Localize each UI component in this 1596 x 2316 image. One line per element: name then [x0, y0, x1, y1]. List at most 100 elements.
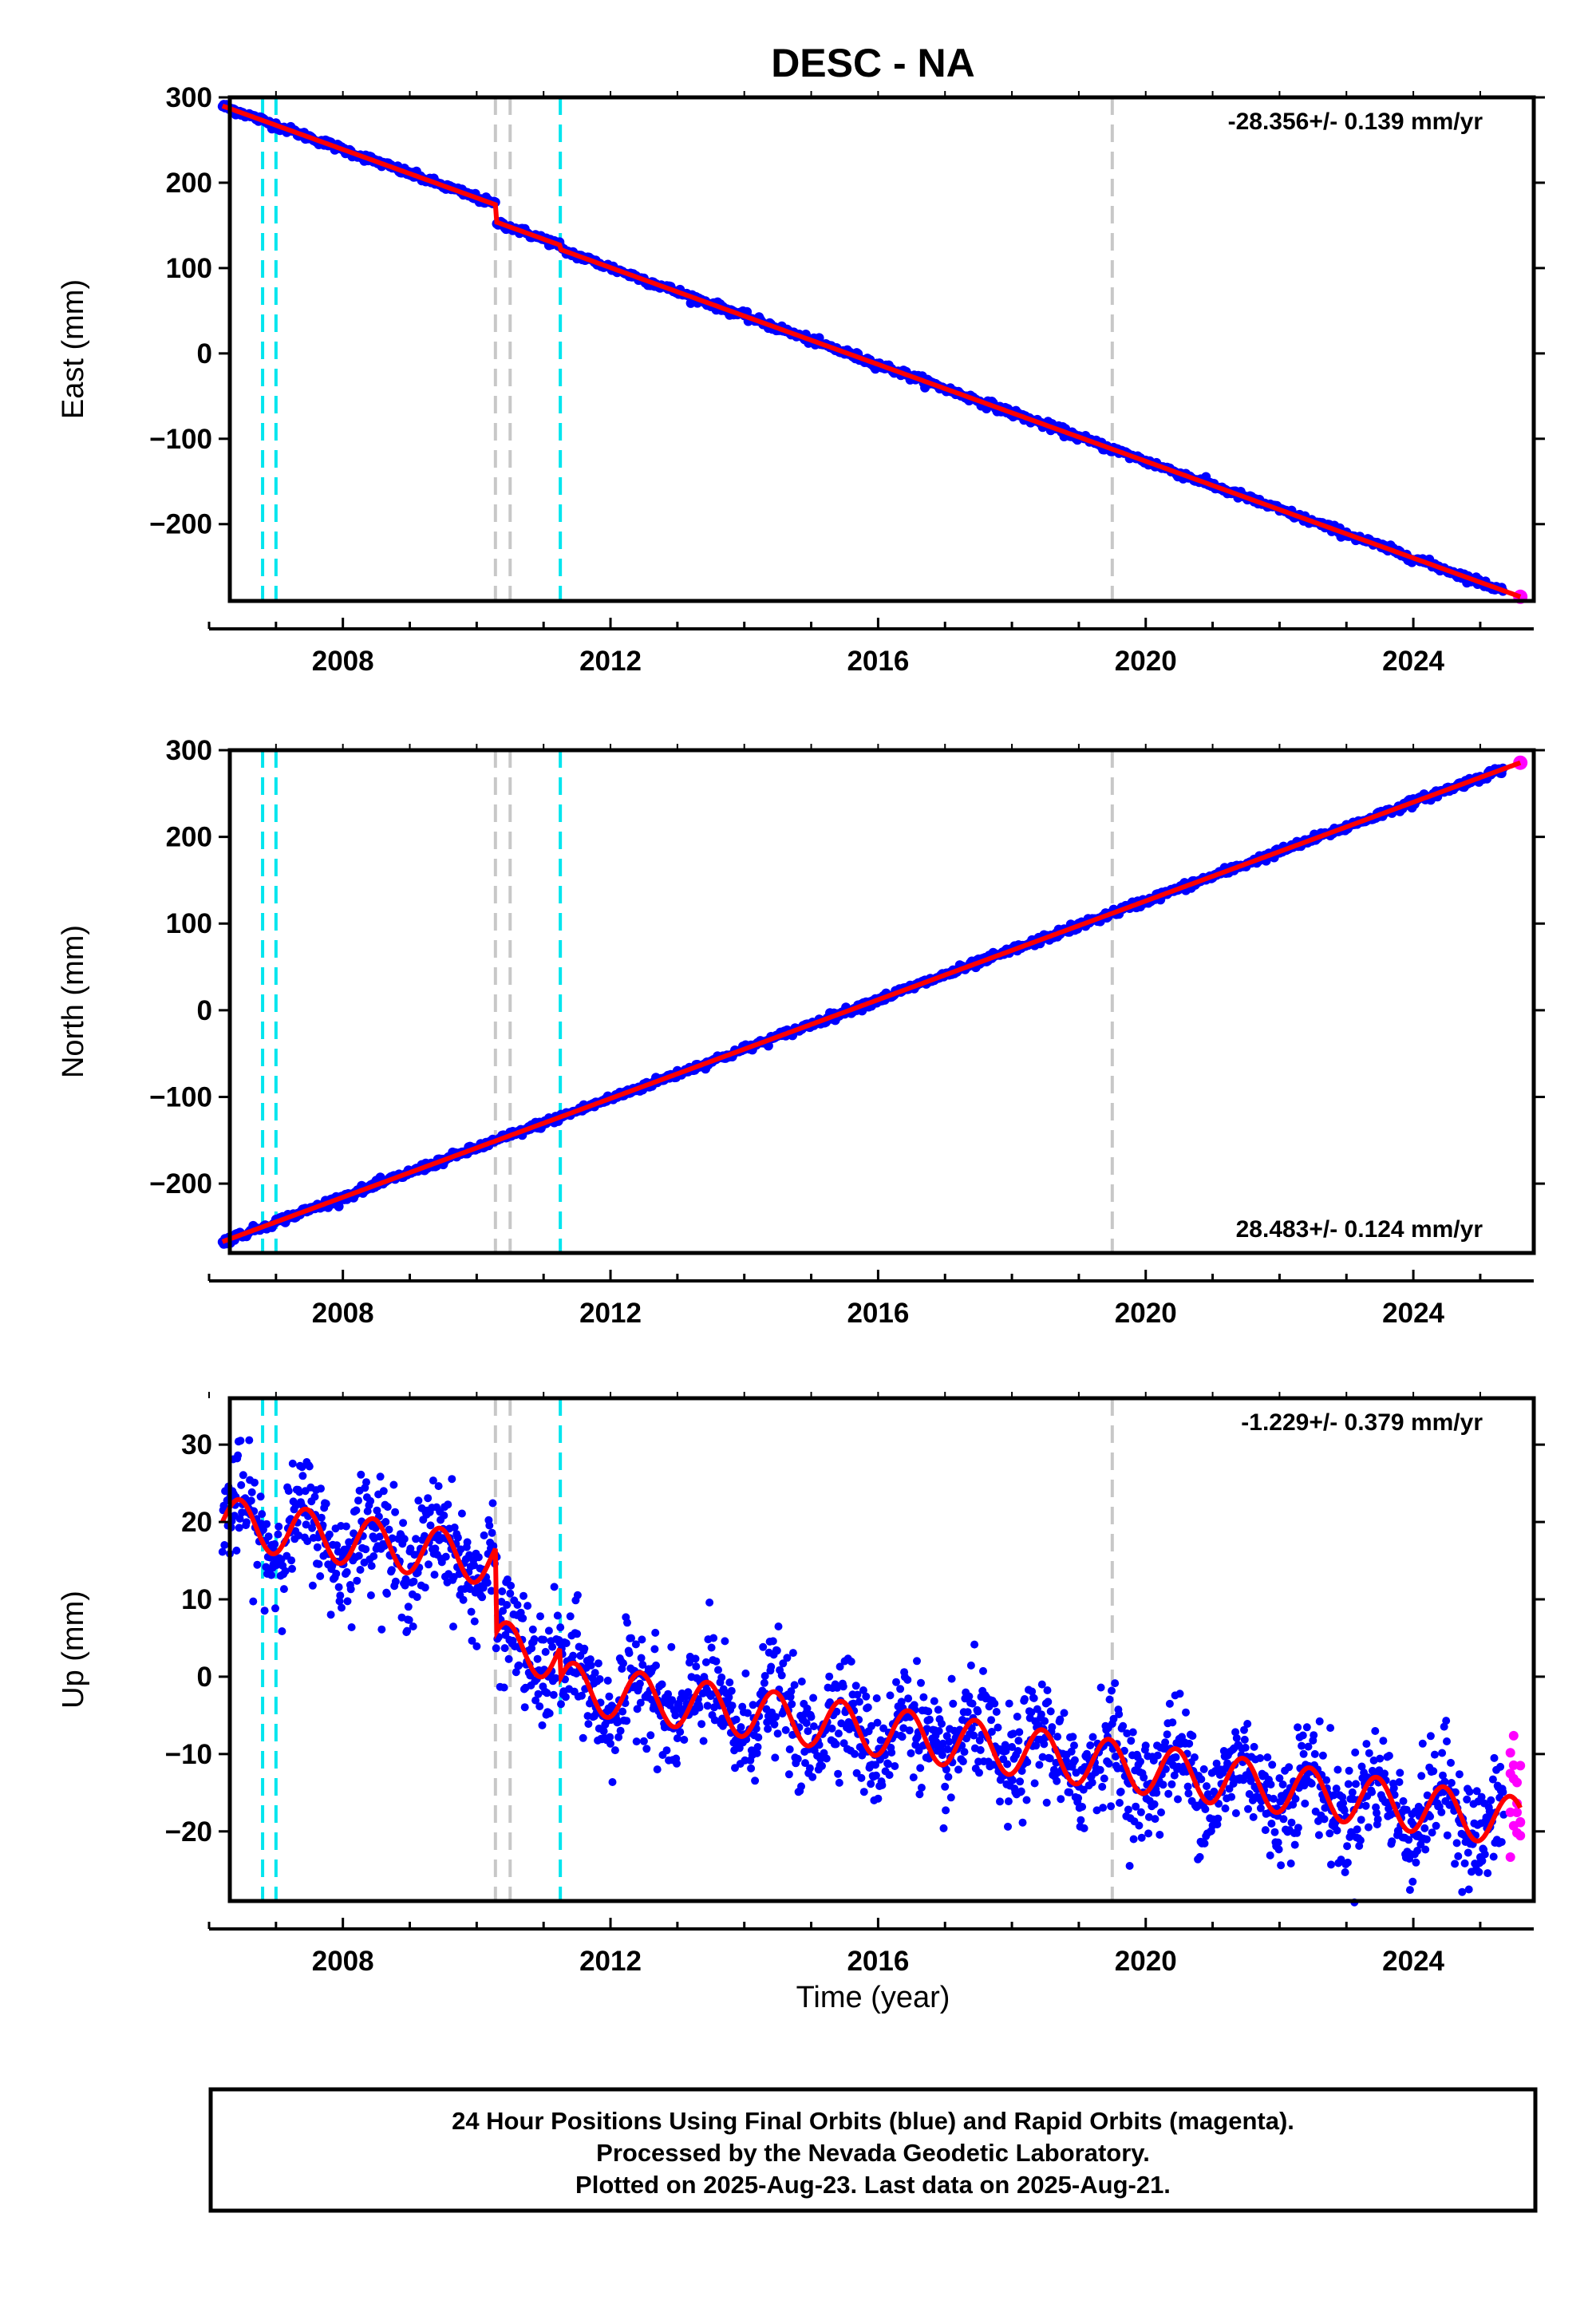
- up-data-point: [553, 1611, 562, 1620]
- up-data-point: [1478, 1856, 1487, 1865]
- up-data-point: [1042, 1798, 1051, 1807]
- up-data-point: [705, 1599, 714, 1607]
- up-data-point: [1422, 1835, 1431, 1844]
- up-rapid-point: [1515, 1761, 1526, 1771]
- up-data-point: [538, 1721, 547, 1729]
- up-data-point: [963, 1708, 972, 1717]
- up-data-point: [1200, 1839, 1209, 1848]
- up-data-point: [1137, 1833, 1146, 1842]
- up-data-point: [279, 1585, 288, 1594]
- north-y-axis-label: North (mm): [57, 925, 90, 1078]
- up-data-point: [1302, 1723, 1311, 1732]
- up-data-point: [975, 1769, 983, 1777]
- up-data-point: [707, 1643, 716, 1652]
- up-data-point: [1298, 1741, 1306, 1750]
- up-rapid-point: [1505, 1852, 1515, 1862]
- footer-line-2: Processed by the Nevada Geodetic Laborat…: [596, 2139, 1150, 2167]
- up-data-point: [298, 1463, 306, 1472]
- up-data-point: [809, 1694, 818, 1702]
- up-data-point: [1426, 1732, 1435, 1741]
- up-data-point: [608, 1778, 617, 1786]
- up-data-point: [545, 1709, 554, 1717]
- up-data-point: [1161, 1765, 1170, 1773]
- up-data-point: [1364, 1823, 1373, 1832]
- up-data-point: [594, 1659, 602, 1668]
- up-data-point: [1141, 1741, 1150, 1750]
- up-data-point: [488, 1499, 497, 1508]
- up-data-point: [1080, 1824, 1088, 1832]
- up-data-point: [1404, 1836, 1413, 1844]
- up-data-point: [543, 1689, 551, 1697]
- up-data-point: [968, 1699, 977, 1708]
- up-data-point: [781, 1725, 790, 1734]
- up-data-point: [480, 1531, 488, 1539]
- up-data-point: [1464, 1848, 1472, 1857]
- up-panel: 30 20 10 0 −10 −20 2008 2012 2016 2020 2024 Up (mm)…: [57, 1392, 1545, 1977]
- up-data-point: [478, 1593, 487, 1602]
- up-data-point: [314, 1559, 323, 1568]
- east-y-axis-label: East (mm): [57, 279, 90, 419]
- up-data-point: [1018, 1818, 1027, 1827]
- up-data-point: [822, 1754, 831, 1763]
- up-data-point: [587, 1661, 595, 1670]
- up-data-point: [1266, 1780, 1275, 1788]
- up-data-point: [1153, 1751, 1162, 1760]
- up-data-point: [271, 1604, 279, 1613]
- up-data-point: [627, 1634, 635, 1642]
- up-data-point: [1345, 1766, 1353, 1775]
- up-data-point: [1361, 1801, 1370, 1810]
- up-data-point: [401, 1581, 409, 1590]
- up-data-point: [958, 1757, 967, 1766]
- up-data-point: [1420, 1824, 1429, 1832]
- up-data-point: [772, 1646, 781, 1655]
- up-data-point: [768, 1637, 777, 1646]
- up-data-point: [483, 1579, 492, 1587]
- up-data-point: [725, 1678, 734, 1687]
- up-data-point: [1035, 1761, 1044, 1769]
- up-data-point: [305, 1462, 314, 1471]
- up-data-point: [1451, 1860, 1460, 1868]
- up-data-point: [725, 1693, 733, 1701]
- up-data-point: [1078, 1803, 1087, 1811]
- up-data-point: [616, 1726, 625, 1735]
- up-data-point: [260, 1607, 269, 1615]
- up-data-point: [947, 1674, 956, 1683]
- up-data-point: [760, 1678, 768, 1687]
- up-rapid-point: [1515, 1816, 1526, 1827]
- up-data-point: [1285, 1763, 1294, 1772]
- up-data-point: [373, 1506, 381, 1515]
- up-data-point: [430, 1571, 439, 1579]
- up-data-point: [566, 1612, 575, 1621]
- up-rapid-point: [1515, 1831, 1526, 1841]
- up-data-point: [1127, 1737, 1136, 1745]
- up-data-point: [449, 1622, 457, 1631]
- up-data-point: [807, 1713, 816, 1721]
- up-data-point: [253, 1560, 262, 1569]
- up-data-point: [1053, 1777, 1061, 1785]
- up-data-point: [1318, 1751, 1327, 1760]
- up-data-point: [1015, 1728, 1024, 1737]
- up-data-point: [802, 1719, 811, 1728]
- up-data-point: [759, 1642, 768, 1651]
- up-data-point: [1489, 1852, 1498, 1861]
- up-data-point: [779, 1659, 788, 1668]
- up-data-point: [1373, 1808, 1381, 1817]
- up-data-point: [783, 1654, 792, 1662]
- up-data-point: [992, 1708, 1001, 1716]
- up-data-point: [1338, 1792, 1347, 1801]
- up-data-point: [1088, 1778, 1096, 1787]
- up-data-point: [523, 1602, 532, 1611]
- up-data-point: [1443, 1831, 1452, 1840]
- up-data-point: [1277, 1861, 1286, 1870]
- up-data-point: [650, 1645, 659, 1654]
- up-data-point: [1333, 1765, 1342, 1774]
- up-data-point: [1394, 1828, 1403, 1836]
- up-data-point: [1096, 1683, 1105, 1692]
- up-data-point: [413, 1593, 421, 1602]
- up-data-point: [970, 1731, 978, 1740]
- up-data-point: [1057, 1795, 1065, 1804]
- up-data-point: [1371, 1727, 1380, 1735]
- up-data-point: [1368, 1788, 1377, 1796]
- up-data-point: [979, 1666, 987, 1675]
